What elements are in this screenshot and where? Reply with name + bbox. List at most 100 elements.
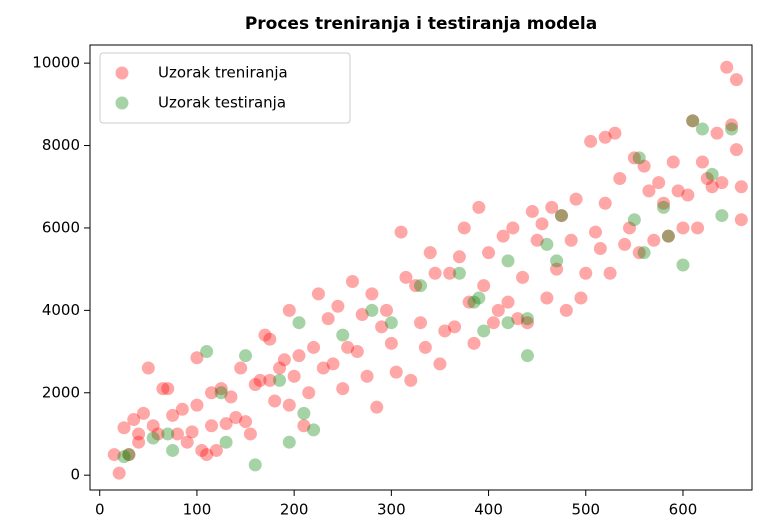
legend-marker — [115, 66, 129, 80]
scatter-point — [579, 266, 593, 280]
scatter-point — [729, 143, 743, 157]
scatter-point — [462, 295, 476, 309]
scatter-point — [705, 167, 719, 181]
scatter-point — [117, 421, 131, 435]
scatter-point — [452, 266, 466, 280]
scatter-point — [637, 159, 651, 173]
scatter-point — [205, 386, 219, 400]
scatter-point — [520, 312, 534, 326]
scatter-point — [258, 328, 272, 342]
scatter-point — [132, 427, 146, 441]
scatter-point — [516, 270, 530, 284]
scatter-point — [501, 295, 515, 309]
scatter-point — [307, 423, 321, 437]
scatter-point — [379, 303, 393, 317]
scatter-point — [452, 250, 466, 264]
scatter-point — [360, 369, 374, 383]
scatter-point — [603, 266, 617, 280]
scatter-point — [676, 221, 690, 235]
scatter-point — [384, 336, 398, 350]
scatter-point — [414, 279, 428, 293]
scatter-point — [554, 209, 568, 223]
scatter-point — [404, 373, 418, 387]
scatter-point — [482, 246, 496, 260]
scatter-point — [652, 176, 666, 190]
scatter-point — [681, 188, 695, 202]
scatter-point — [710, 126, 724, 140]
y-tick-label: 4000 — [42, 301, 80, 319]
scatter-point — [661, 229, 675, 243]
scatter-point — [297, 419, 311, 433]
scatter-point — [341, 340, 355, 354]
scatter-point — [185, 425, 199, 439]
legend-marker — [115, 96, 129, 110]
chart-title: Proces treniranja i testiranja modela — [245, 14, 597, 34]
scatter-point — [559, 303, 573, 317]
scatter-point — [166, 443, 180, 457]
scatter-point — [501, 316, 515, 330]
scatter-point — [166, 408, 180, 422]
scatter-point — [345, 275, 359, 289]
scatter-point — [117, 450, 131, 464]
scatter-point — [686, 114, 700, 128]
scatter-point — [501, 254, 515, 268]
y-tick-label: 0 — [70, 466, 80, 484]
scatter-point — [190, 398, 204, 412]
scatter-point — [287, 369, 301, 383]
scatter-point — [409, 279, 423, 293]
scatter-point — [695, 122, 709, 136]
scatter-point — [588, 225, 602, 239]
x-tick-label: 300 — [377, 501, 406, 519]
scatter-point — [273, 373, 287, 387]
scatter-point — [520, 316, 534, 330]
scatter-point — [268, 394, 282, 408]
scatter-point — [623, 221, 637, 235]
scatter-point — [141, 361, 155, 375]
scatter-point — [331, 299, 345, 313]
scatter-point — [190, 351, 204, 365]
scatter-point — [146, 419, 160, 433]
scatter-point — [219, 435, 233, 449]
scatter-point — [282, 435, 296, 449]
scatter-point — [520, 349, 534, 363]
scatter-point — [355, 307, 369, 321]
scatter-point — [253, 373, 267, 387]
scatter-point — [273, 361, 287, 375]
scatter-point — [472, 291, 486, 305]
scatter-point — [545, 200, 559, 214]
scatter-point — [248, 378, 262, 392]
x-tick-label: 600 — [669, 501, 698, 519]
scatter-point — [734, 180, 748, 194]
x-tick-label: 200 — [280, 501, 309, 519]
scatter-point — [671, 184, 685, 198]
scatter-point — [292, 349, 306, 363]
scatter-point — [428, 266, 442, 280]
scatter-point — [214, 382, 228, 396]
scatter-point — [729, 73, 743, 87]
scatter-point — [394, 225, 408, 239]
scatter-point — [418, 340, 432, 354]
scatter-point — [219, 417, 233, 431]
scatter-point — [326, 357, 340, 371]
scatter-point — [234, 361, 248, 375]
scatter-point — [443, 266, 457, 280]
x-tick-label: 400 — [474, 501, 503, 519]
scatter-point — [613, 172, 627, 185]
scatter-point — [175, 402, 189, 416]
scatter-point — [224, 390, 238, 404]
scatter-point — [122, 448, 136, 462]
scatter-point — [277, 353, 291, 367]
scatter-point — [457, 221, 471, 235]
scatter-point — [151, 427, 165, 441]
scatter-point — [365, 287, 379, 301]
legend-label: Uzorak testiranja — [158, 94, 286, 112]
scatter-point — [550, 254, 564, 268]
scatter-point — [302, 386, 316, 400]
scatter-point — [700, 172, 714, 185]
scatter-point — [725, 122, 739, 136]
scatter-point — [540, 291, 554, 305]
scatter-point — [161, 427, 175, 441]
scatter-point — [370, 400, 384, 414]
scatter-point — [321, 312, 335, 326]
plot-frame — [89, 44, 753, 491]
